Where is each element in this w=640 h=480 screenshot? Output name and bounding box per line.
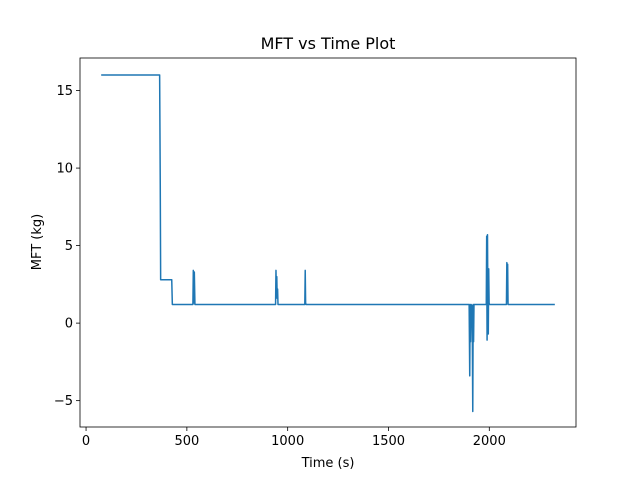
x-tick-label: 1500 <box>372 434 405 449</box>
y-axis-label: MFT (kg) <box>30 214 45 270</box>
x-tick-label: 500 <box>174 434 199 449</box>
chart-title: MFT vs Time Plot <box>261 34 396 53</box>
series-line-0 <box>101 74 555 413</box>
x-tick-label: 0 <box>82 434 90 449</box>
y-tick-label: −5 <box>54 394 73 409</box>
y-tick-label: 10 <box>56 162 73 177</box>
y-axis-ticks: −5 0 5 10 15 <box>54 84 80 409</box>
plot-area <box>101 74 555 413</box>
y-tick-label: 5 <box>65 239 73 254</box>
x-axis-label: Time (s) <box>301 456 355 471</box>
x-tick-label: 2000 <box>473 434 506 449</box>
x-axis-ticks: 0 500 1000 1500 2000 <box>82 427 506 449</box>
x-tick-label: 1000 <box>271 434 304 449</box>
axes-frame <box>79 57 577 428</box>
y-tick-label: 15 <box>56 84 73 99</box>
y-tick-label: 0 <box>65 317 73 332</box>
